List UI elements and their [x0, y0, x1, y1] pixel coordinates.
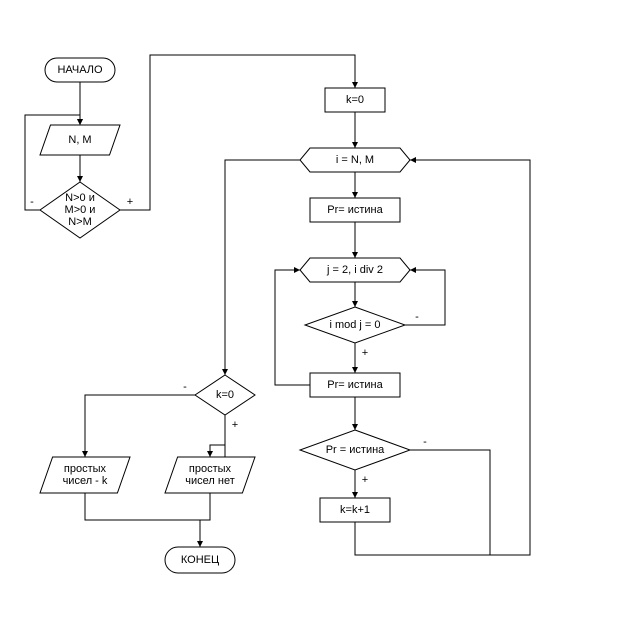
svg-text:простых: простых	[64, 463, 107, 475]
flowchart-canvas: НАЧАЛО N, M N>0 иM>0 иN>M k=0 i = N, M Pr= ис…	[0, 0, 620, 632]
svg-text:Pr= истина: Pr= истина	[327, 204, 383, 216]
svg-text:k=0: k=0	[216, 389, 234, 401]
svg-text:чисел нет: чисел нет	[185, 475, 234, 487]
svg-text:-: -	[415, 311, 419, 323]
svg-text:-: -	[30, 196, 34, 208]
svg-text:k=k+1: k=k+1	[340, 504, 370, 516]
svg-text:i = N, M: i = N, M	[336, 154, 374, 166]
svg-text:простых: простых	[189, 463, 232, 475]
svg-text:N, M: N, M	[68, 134, 91, 146]
svg-text:+: +	[127, 196, 133, 208]
svg-text:N>0 и: N>0 и	[65, 192, 95, 204]
svg-text:+: +	[362, 347, 368, 359]
svg-text:+: +	[232, 419, 238, 431]
svg-text:КОНЕЦ: КОНЕЦ	[181, 554, 219, 566]
svg-text:-: -	[423, 436, 427, 448]
svg-text:-: -	[183, 381, 187, 393]
svg-text:M>0 и: M>0 и	[65, 204, 96, 216]
svg-text:НАЧАЛО: НАЧАЛО	[57, 64, 103, 76]
svg-text:i mod j = 0: i mod j = 0	[329, 319, 380, 331]
svg-text:чисел - k: чисел - k	[63, 475, 108, 487]
svg-text:+: +	[362, 474, 368, 486]
svg-text:k=0: k=0	[346, 94, 364, 106]
svg-text:Pr = истина: Pr = истина	[326, 444, 385, 456]
svg-text:j = 2, i div 2: j = 2, i div 2	[326, 264, 383, 276]
svg-text:N>M: N>M	[68, 216, 92, 228]
svg-text:Pr= истина: Pr= истина	[327, 379, 383, 391]
